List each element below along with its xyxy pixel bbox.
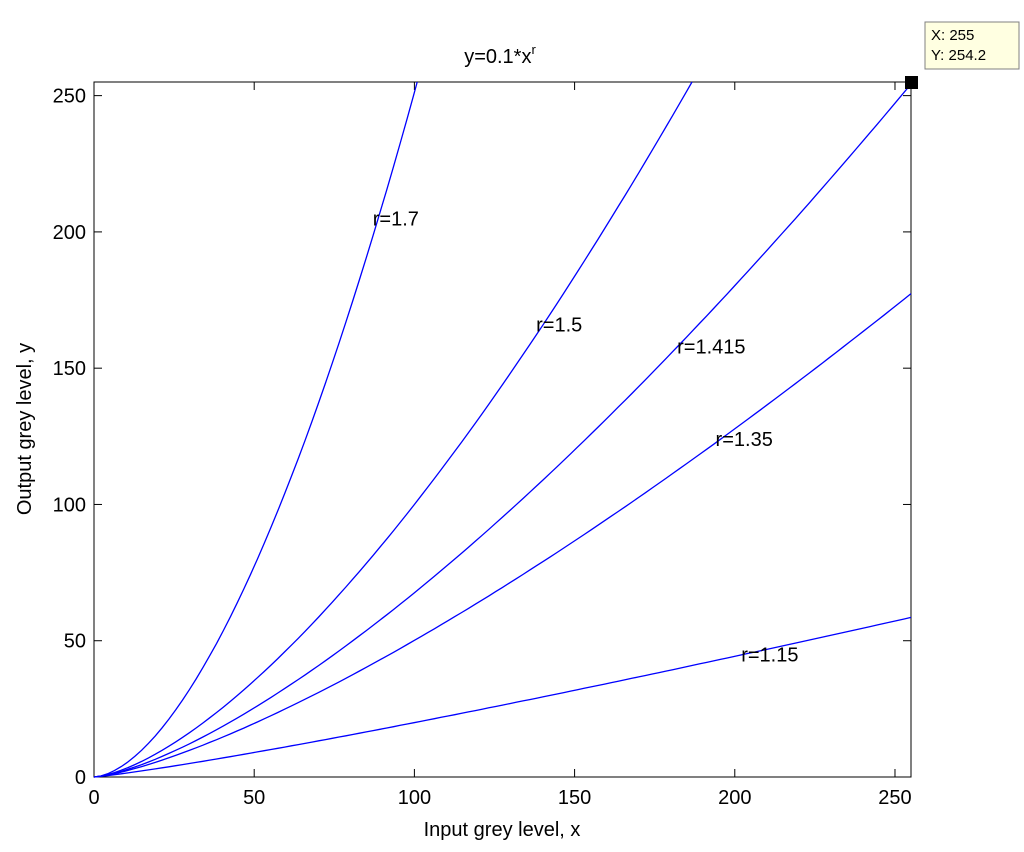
curves: [93, 81, 912, 778]
y-tick-label: 0: [75, 767, 86, 789]
series-label: r=1.15: [741, 644, 798, 666]
chart-title-exponent: r: [531, 42, 536, 57]
y-tick-label: 250: [53, 86, 86, 108]
series-line: [93, 81, 418, 778]
y-axis-label: Output grey level, y: [14, 343, 36, 515]
x-axis-label: Input grey level, x: [424, 819, 581, 841]
x-tick-label: 150: [558, 787, 591, 809]
datatip-box[interactable]: X: 255 Y: 254.2: [924, 21, 1020, 70]
y-tick-label: 200: [53, 222, 86, 244]
series-line: [93, 83, 912, 778]
x-tick-label: 50: [243, 787, 265, 809]
chart-title: y=0.1*xr: [464, 42, 536, 68]
chart-title-base: y=0.1*x: [464, 46, 531, 68]
series-label: r=1.35: [716, 429, 773, 451]
y-tick-label: 150: [53, 358, 86, 380]
plot-area: [93, 81, 912, 778]
series-label: r=1.5: [536, 315, 582, 337]
datatip-x: X: 255: [931, 27, 974, 44]
series-line: [93, 616, 912, 778]
x-tick-label: 0: [88, 787, 99, 809]
datatip-y: Y: 254.2: [931, 47, 986, 64]
series-label: r=1.7: [373, 208, 419, 230]
series-line: [93, 81, 693, 778]
y-tick-label: 100: [53, 494, 86, 516]
datatip-marker[interactable]: [905, 76, 918, 89]
series-label: r=1.415: [677, 336, 745, 358]
x-tick-label: 200: [718, 787, 751, 809]
x-tick-label: 100: [398, 787, 431, 809]
y-tick-label: 50: [64, 631, 86, 653]
series-line: [93, 293, 912, 778]
axis-ticks: 0 50 100 150 200 250 0 50 100 150 200 250: [53, 82, 912, 809]
curve-labels: r=1.7 r=1.5 r=1.415 r=1.35 r=1.15: [373, 208, 799, 666]
x-tick-label: 250: [878, 787, 911, 809]
